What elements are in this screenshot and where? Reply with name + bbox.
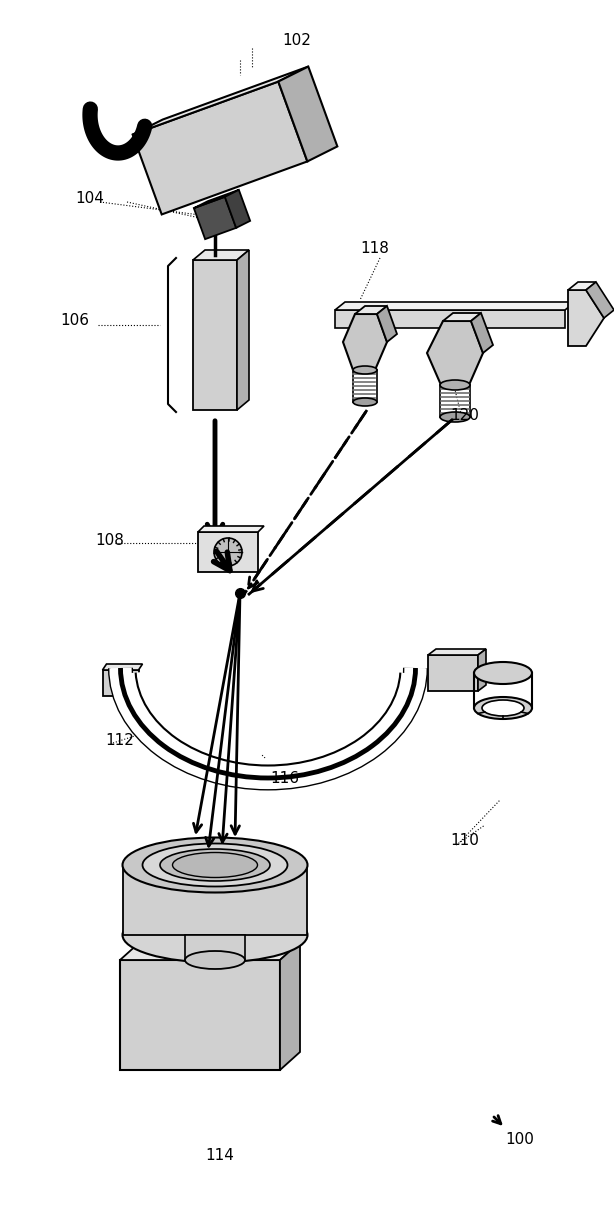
Polygon shape bbox=[278, 66, 337, 161]
Ellipse shape bbox=[440, 379, 470, 391]
Polygon shape bbox=[335, 309, 565, 328]
Polygon shape bbox=[193, 251, 249, 260]
Polygon shape bbox=[568, 282, 596, 290]
Polygon shape bbox=[120, 960, 280, 1070]
Ellipse shape bbox=[185, 950, 245, 969]
Text: 114: 114 bbox=[205, 1147, 234, 1163]
Polygon shape bbox=[377, 306, 397, 343]
Polygon shape bbox=[355, 306, 387, 314]
Polygon shape bbox=[133, 81, 308, 215]
Text: 102: 102 bbox=[282, 32, 311, 48]
Polygon shape bbox=[133, 66, 308, 135]
Polygon shape bbox=[478, 650, 486, 691]
Polygon shape bbox=[471, 313, 493, 352]
Text: 100: 100 bbox=[505, 1132, 534, 1147]
Text: 116: 116 bbox=[270, 770, 299, 786]
Polygon shape bbox=[428, 655, 478, 691]
Ellipse shape bbox=[173, 852, 257, 878]
Ellipse shape bbox=[123, 907, 308, 963]
Polygon shape bbox=[198, 532, 258, 572]
Text: 120: 120 bbox=[450, 408, 479, 422]
Text: 106: 106 bbox=[60, 312, 89, 328]
Circle shape bbox=[214, 538, 242, 566]
Ellipse shape bbox=[160, 849, 270, 880]
Polygon shape bbox=[103, 664, 142, 670]
Polygon shape bbox=[335, 302, 575, 309]
Polygon shape bbox=[443, 313, 481, 321]
Polygon shape bbox=[280, 942, 300, 1070]
Polygon shape bbox=[568, 290, 604, 346]
Polygon shape bbox=[237, 251, 249, 410]
Ellipse shape bbox=[123, 837, 308, 893]
Text: 104: 104 bbox=[75, 190, 104, 205]
Polygon shape bbox=[225, 190, 250, 228]
Polygon shape bbox=[193, 260, 237, 410]
Ellipse shape bbox=[440, 413, 470, 422]
Text: 108: 108 bbox=[95, 533, 124, 548]
Text: 112: 112 bbox=[105, 732, 134, 748]
Polygon shape bbox=[428, 650, 486, 655]
Ellipse shape bbox=[474, 698, 532, 720]
Polygon shape bbox=[343, 314, 387, 370]
Ellipse shape bbox=[474, 662, 532, 684]
Polygon shape bbox=[198, 526, 264, 532]
Polygon shape bbox=[586, 282, 614, 318]
Polygon shape bbox=[427, 321, 483, 386]
Text: 118: 118 bbox=[360, 241, 389, 255]
Polygon shape bbox=[194, 190, 239, 208]
Polygon shape bbox=[194, 196, 236, 239]
Polygon shape bbox=[120, 942, 300, 960]
Ellipse shape bbox=[482, 700, 524, 716]
Polygon shape bbox=[123, 865, 307, 935]
Ellipse shape bbox=[142, 844, 287, 887]
Ellipse shape bbox=[353, 398, 377, 406]
Ellipse shape bbox=[353, 366, 377, 375]
Polygon shape bbox=[103, 670, 139, 696]
Polygon shape bbox=[185, 935, 245, 960]
Text: 110: 110 bbox=[450, 833, 479, 847]
